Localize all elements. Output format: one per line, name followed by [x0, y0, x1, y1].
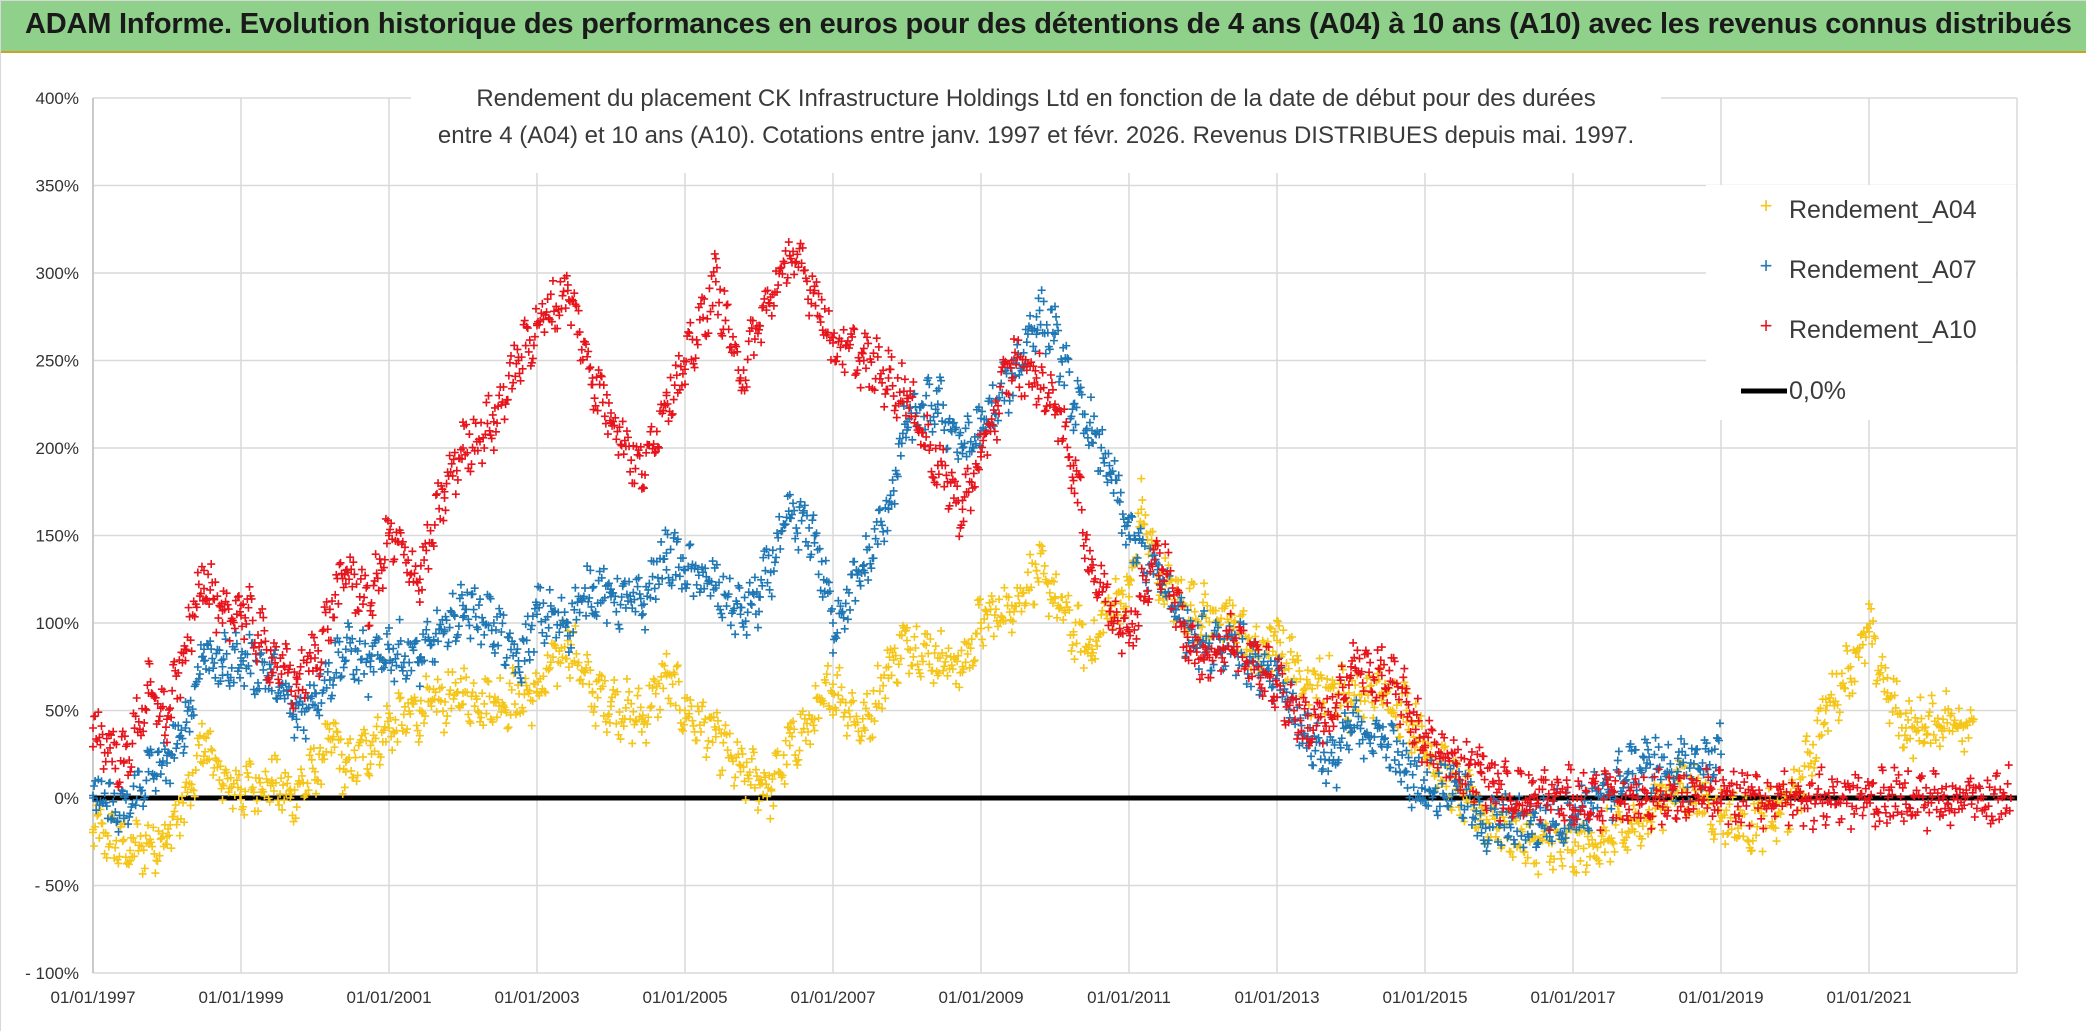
y-tick-label: 100%	[36, 614, 79, 633]
x-tick-label: 01/01/2009	[938, 988, 1023, 1007]
x-tick-label: 01/01/2003	[494, 988, 579, 1007]
y-tick-label: 50%	[45, 702, 79, 721]
scatter-chart: - 100% - 50% 0% 50% 100% 150% 200% 250% 300% 350%…	[1, 53, 2086, 1032]
y-tick-label: 250%	[36, 352, 79, 371]
page-title: ADAM Informe. Evolution historique des p…	[25, 8, 2072, 41]
x-tick-label: 01/01/1999	[198, 988, 283, 1007]
x-tick-label: 01/01/2015	[1382, 988, 1467, 1007]
y-tick-label: 200%	[36, 439, 79, 458]
header-bar: ADAM Informe. Evolution historique des p…	[1, 1, 2086, 53]
x-tick-label: 01/01/2007	[790, 988, 875, 1007]
x-tick-label: 01/01/2017	[1530, 988, 1615, 1007]
y-tick-label: 0%	[54, 789, 79, 808]
x-tick-label: 01/01/2013	[1234, 988, 1319, 1007]
y-tick-label: 350%	[36, 177, 79, 196]
x-tick-label: 01/01/2021	[1826, 988, 1911, 1007]
y-tick-label: - 50%	[35, 877, 79, 896]
y-tick-label: 400%	[36, 89, 79, 108]
x-tick-label: 01/01/2019	[1678, 988, 1763, 1007]
x-tick-label: 01/01/2005	[642, 988, 727, 1007]
x-tick-label: 01/01/1997	[50, 988, 135, 1007]
x-tick-label: 01/01/2011	[1087, 988, 1171, 1007]
y-tick-label: - 100%	[25, 964, 79, 983]
y-tick-label: 300%	[36, 264, 79, 283]
y-tick-label: 150%	[36, 527, 79, 546]
x-tick-label: 01/01/2001	[346, 988, 431, 1007]
